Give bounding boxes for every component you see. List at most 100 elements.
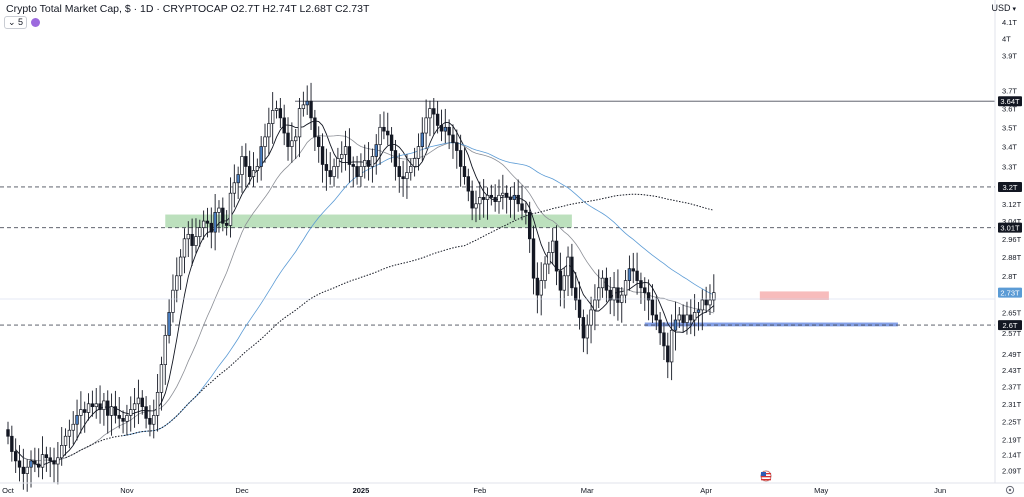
candle (401, 160, 405, 197)
candle (102, 392, 106, 426)
time-axis[interactable]: Oct Nov Dec 2025 Feb Mar Apr May Jun (2, 486, 946, 495)
candle (224, 210, 229, 236)
candle (585, 314, 589, 355)
candle (489, 184, 494, 206)
candle (163, 324, 167, 385)
y-tick-label: 2.8T (1002, 272, 1017, 281)
candle (213, 193, 217, 251)
candle (466, 168, 471, 202)
candle (132, 388, 137, 428)
candle (121, 410, 125, 434)
indicator-visibility-icon[interactable] (31, 18, 41, 27)
candle (278, 98, 283, 128)
candle (56, 441, 60, 485)
candle (240, 145, 244, 193)
candle (566, 246, 570, 297)
y-tick-label: 3.12T (1002, 200, 1022, 209)
candle (270, 92, 275, 144)
candle (643, 277, 647, 311)
candle (420, 117, 424, 161)
candle (109, 393, 114, 436)
candle (424, 99, 428, 150)
y-tick-label: 2.31T (1002, 400, 1022, 409)
candle (428, 100, 432, 137)
price-axis[interactable]: 4.1T 4T 3.9T 3.7T 3.6T 3.5T 3.4T 3.3T 3.12T 3.04T… (1002, 18, 1022, 475)
candle (662, 322, 666, 361)
candle (301, 91, 306, 117)
candle (355, 155, 359, 185)
candle (247, 150, 252, 185)
candle (551, 227, 555, 265)
indicator-count-badge[interactable]: ⌄ 5 (4, 16, 28, 29)
candle (558, 252, 563, 307)
candle (616, 269, 620, 321)
y-tick-label: 2.49T (1002, 350, 1022, 359)
candle (474, 190, 478, 223)
candle (125, 404, 129, 436)
ohlc-values: O2.7T H2.74T L2.68T C2.73T (230, 3, 370, 15)
candle (393, 139, 398, 181)
candle (155, 373, 160, 432)
price-badge: 2.6T (998, 320, 1022, 331)
candle (140, 390, 144, 415)
candle (71, 411, 75, 445)
svg-text:3.2T: 3.2T (1002, 183, 1017, 192)
candle (485, 187, 490, 220)
indicator-count: 5 (18, 17, 24, 27)
candle (554, 225, 559, 286)
chart-title: Crypto Total Market Cap, $ · 1D · CRYPTO… (6, 3, 228, 15)
y-tick-label: 3.5T (1002, 123, 1017, 132)
candle (692, 294, 697, 337)
gear-icon[interactable] (1005, 485, 1015, 495)
y-tick-label: 3.9T (1002, 51, 1017, 60)
candle (627, 255, 632, 291)
y-tick-label: 3.3T (1002, 162, 1017, 171)
candle (470, 180, 474, 221)
candle (171, 274, 175, 323)
y-tick-label: 2.57T (1002, 329, 1022, 338)
candle (416, 133, 421, 171)
ma-200-line[interactable] (65, 193, 714, 459)
price-badge: 3.01T (998, 222, 1022, 233)
candle (175, 257, 179, 303)
y-tick-label: 2.37T (1002, 383, 1022, 392)
flag-icon[interactable] (760, 470, 772, 482)
candle (313, 109, 317, 152)
candle (351, 156, 355, 187)
candle (152, 399, 156, 439)
candle (397, 153, 401, 193)
candle (60, 427, 64, 466)
svg-text:2.6T: 2.6T (1002, 321, 1017, 330)
price-badge: 3.2T (998, 181, 1022, 192)
candle (363, 144, 367, 179)
indicator-toolbar[interactable]: ⌄ 5 (4, 16, 41, 29)
y-tick-label: 2.96T (1002, 235, 1022, 244)
y-tick-label: 4.1T (1002, 18, 1017, 27)
currency-selector[interactable]: USD ▾ (991, 3, 1016, 13)
candle (443, 108, 447, 144)
chevron-down-icon: ▾ (1012, 6, 1016, 13)
candle (94, 388, 98, 419)
candle (631, 252, 635, 284)
candle (294, 128, 298, 159)
candle (228, 177, 233, 238)
candle (359, 153, 363, 187)
candle (455, 129, 459, 169)
candle (190, 218, 194, 266)
candle (524, 202, 528, 225)
y-tick-label: 2.19T (1002, 435, 1022, 444)
candle (623, 269, 628, 304)
candle (25, 459, 29, 492)
candle (366, 142, 371, 181)
candle (612, 271, 616, 317)
candle (493, 184, 497, 212)
candle (251, 152, 256, 187)
candle (178, 249, 183, 290)
y-tick-label: 3.4T (1002, 143, 1017, 152)
candle (90, 390, 95, 417)
candle (159, 356, 164, 411)
candle (332, 158, 336, 187)
candle (535, 262, 540, 314)
candle (669, 314, 674, 381)
